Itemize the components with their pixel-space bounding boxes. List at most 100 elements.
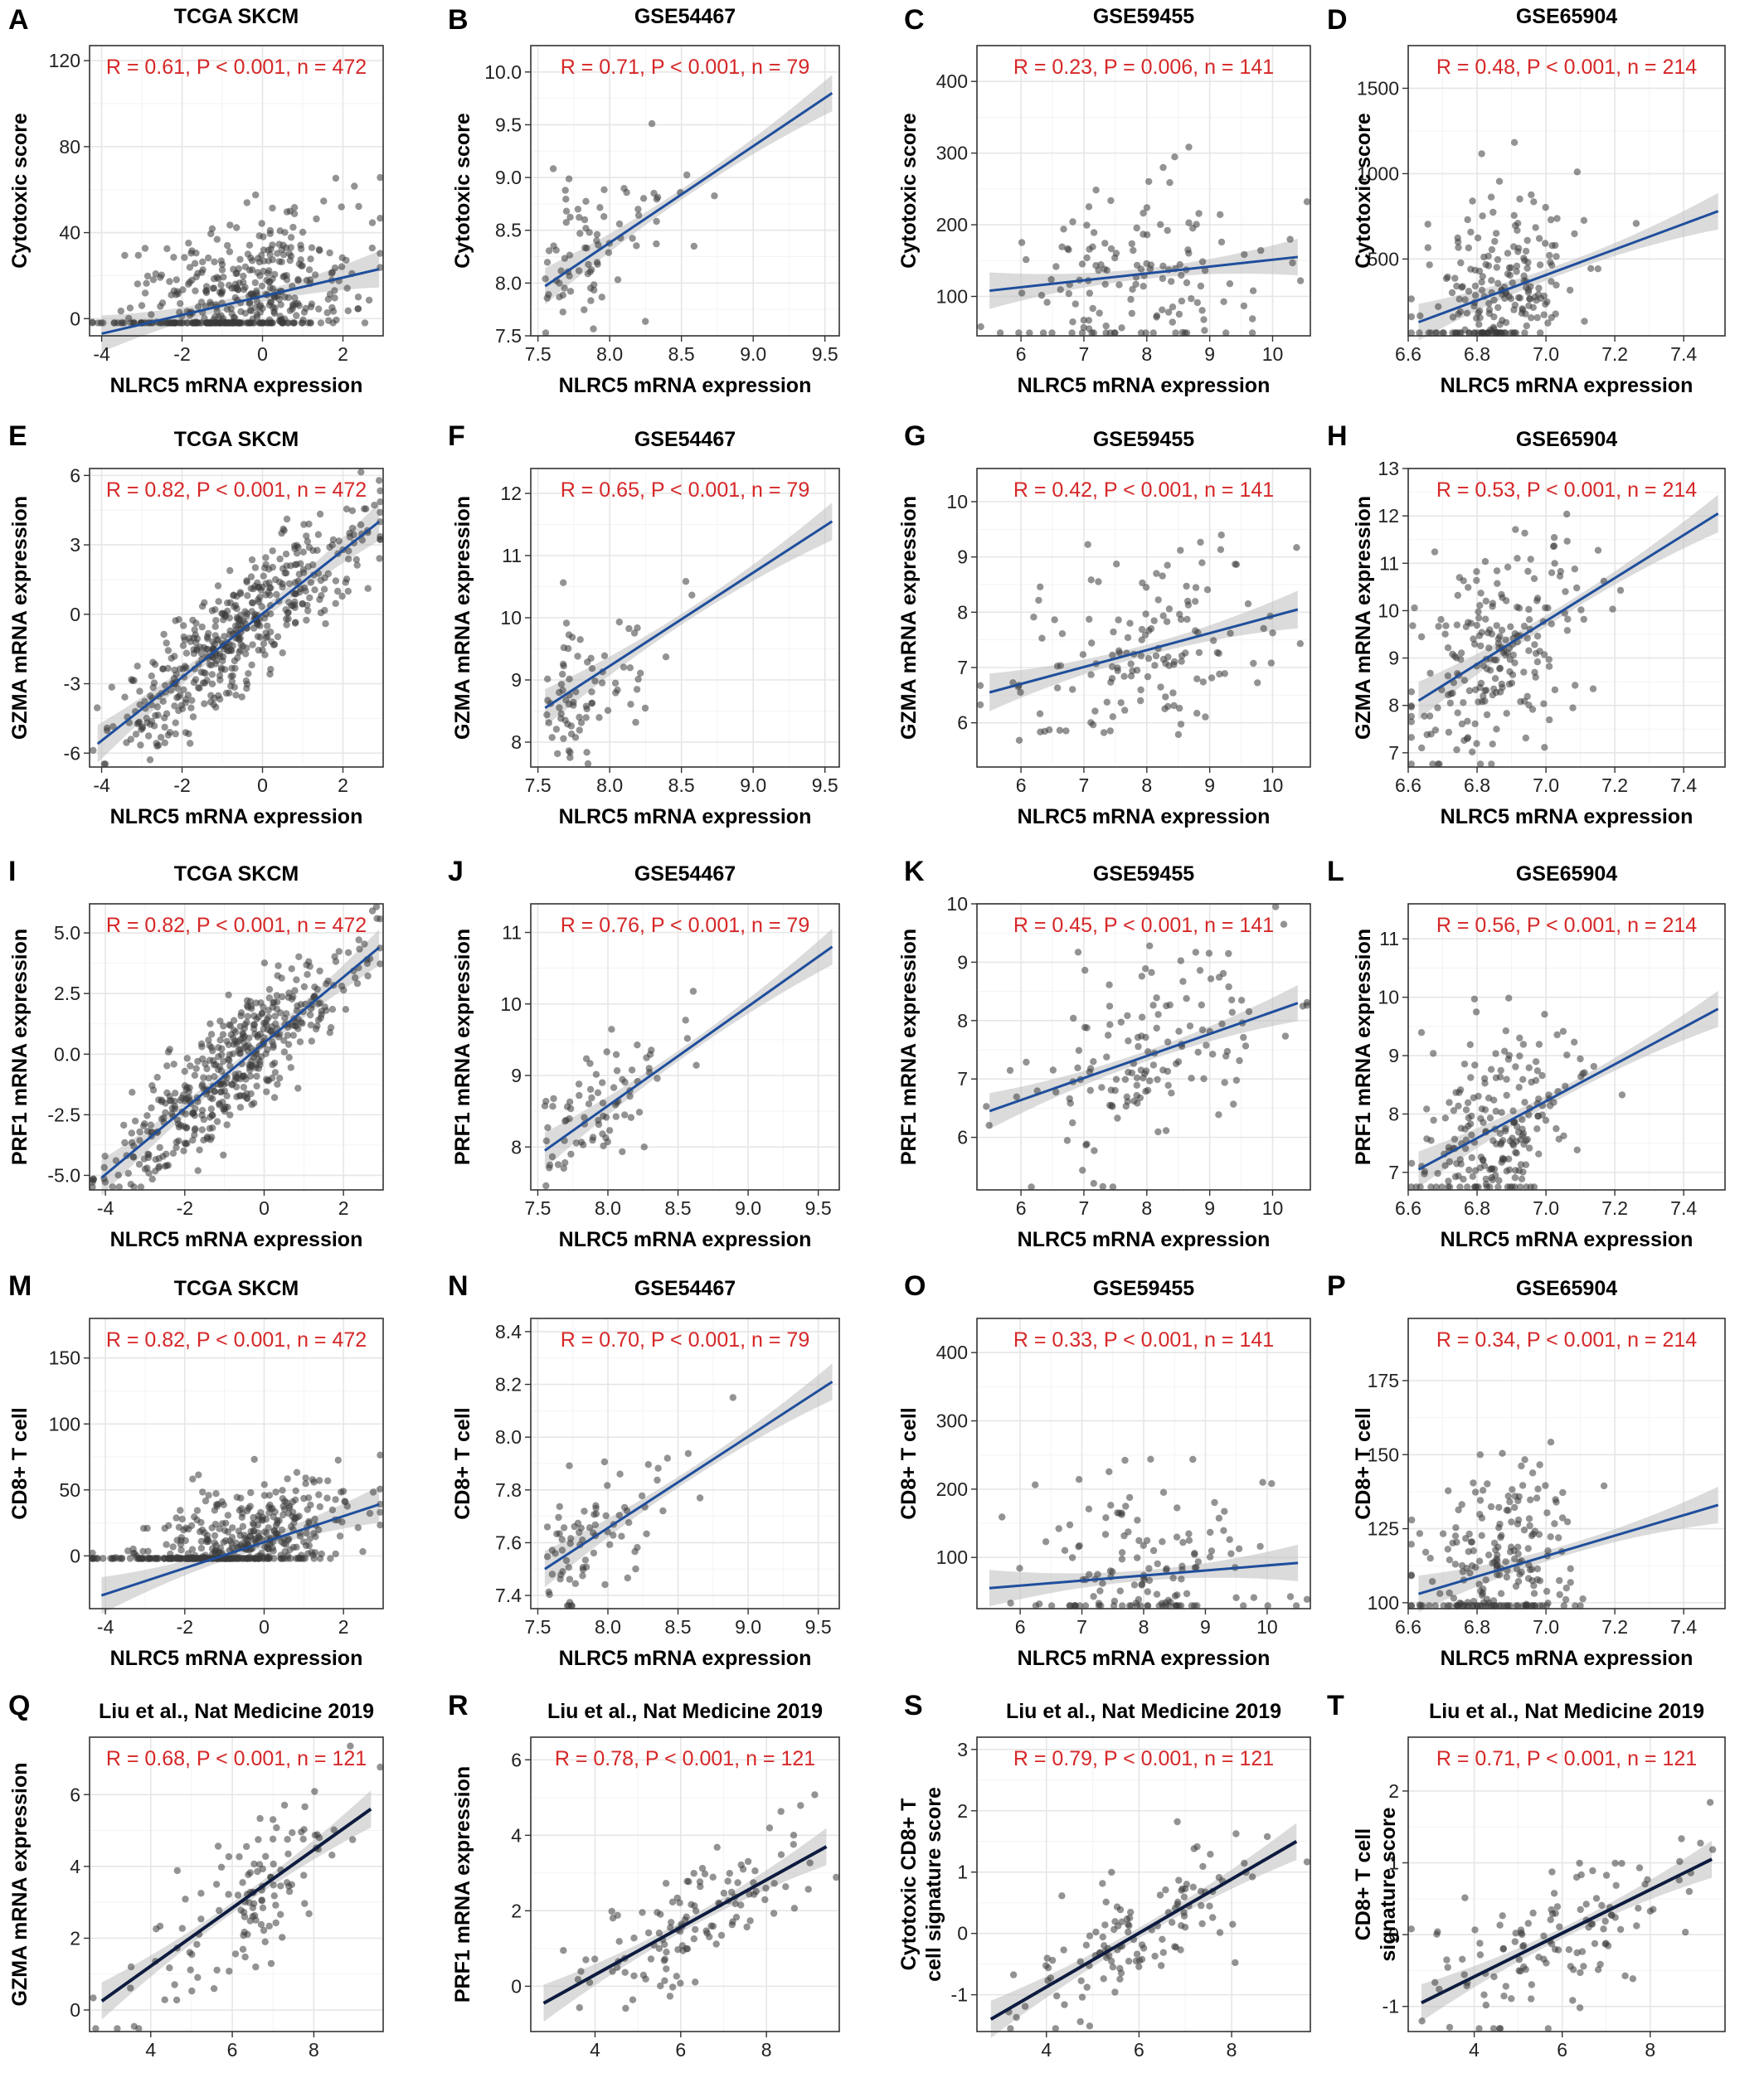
scatter-point [743,1923,751,1931]
scatter-point [209,638,216,646]
scatter-point [1454,1602,1462,1609]
scatter-point [294,277,302,284]
scatter-point [549,165,557,172]
scatter-point [1496,2025,1504,2032]
scatter-point [1194,1558,1203,1566]
scatter-point [1534,1485,1542,1493]
scatter-point [1476,1451,1485,1459]
scatter-point [1464,216,1471,224]
x-tick-label: 7.4 [1670,343,1697,365]
scatter-point [1543,1959,1550,1967]
scatter-point [92,2025,100,2032]
scatter-point [103,724,111,732]
scatter-point [1530,198,1538,206]
scatter-point [1124,634,1132,642]
scatter-point [1562,1584,1571,1592]
y-tick-label: 7.8 [495,1479,522,1501]
scatter-point [1195,210,1203,217]
scatter-point [303,961,310,969]
scatter-point [1434,704,1441,711]
scatter-point [1208,674,1216,682]
scatter-point [278,1526,286,1534]
scatter-point [253,287,260,294]
scatter-point [309,1476,317,1483]
scatter-point [180,633,187,641]
scatter-point [1475,267,1484,275]
scatter-point [1476,760,1485,768]
scatter-point [1616,586,1625,595]
scatter-point [1069,218,1076,226]
scatter-point [270,1860,277,1868]
scatter-point [229,1050,237,1058]
scatter-point [1172,329,1179,337]
scatter-point [1514,1578,1523,1585]
scatter-point [1460,677,1469,684]
scatter-point [1100,729,1108,736]
scatter-point [289,1829,296,1837]
scatter-point [183,1139,191,1148]
scatter-point [1459,1955,1466,1963]
panel-title: TCGA SKCM [174,428,299,451]
scatter-point [343,505,351,512]
scatter-point [236,1853,243,1861]
scatter-point [306,594,313,602]
scatter-point [1463,309,1471,317]
scatter-point [234,615,241,623]
scatter-point [1504,563,1512,571]
scatter-point [1126,619,1134,627]
scatter-point [1200,316,1208,323]
scatter-point [1210,637,1217,644]
x-axis-label: NLRC5 mRNA expression [110,1647,363,1670]
scatter-point [1480,662,1487,669]
scatter-point [590,1529,597,1537]
scatter-point [546,1161,554,1169]
scatter-point [170,254,177,261]
scatter-point [207,661,215,669]
scatter-point [1108,663,1116,671]
scatter-point [177,1507,184,1514]
scatter-point [1468,1131,1475,1139]
scatter-point [124,1547,132,1555]
scatter-point [1201,327,1208,334]
scatter-point [128,1138,136,1147]
scatter-point [544,1124,552,1132]
scatter-point [292,1487,299,1495]
scatter-point [340,986,347,994]
y-tick-label: 13 [1378,458,1399,479]
scatter-point [1418,744,1426,752]
scatter-point [300,308,309,316]
scatter-point [236,1022,244,1031]
scatter-point [1205,949,1213,957]
scatter-point [1117,699,1125,706]
scatter-point [1509,671,1517,678]
scatter-point [1641,1881,1649,1888]
scatter-point [1063,1137,1072,1144]
scatter-point [1500,1993,1508,2000]
scatter-point [1446,699,1455,706]
scatter-point [1058,243,1066,250]
scatter-point [1528,1981,1536,1988]
scatter-point [614,276,622,284]
x-tick-label: 9.0 [735,1616,761,1638]
scatter-point [1133,667,1141,674]
scatter-point [618,1532,625,1540]
scatter-point [308,300,316,308]
scatter-point [594,1089,602,1097]
scatter-point [1521,1456,1528,1464]
scatter-point [562,219,570,226]
scatter-point [1140,283,1147,290]
scatter-point [1451,1561,1460,1568]
scatter-point [751,1867,759,1875]
scatter-point [1533,1125,1541,1133]
scatter-point [248,661,255,669]
scatter-point [1215,1111,1222,1119]
scatter-point [1108,1868,1115,1876]
scatter-point [711,192,718,200]
panel-title: GSE65904 [1516,1277,1617,1300]
scatter-points [977,143,1311,337]
scatter-point [1115,281,1123,289]
scatter-point [1527,1496,1534,1504]
x-tick-label: 6 [1016,774,1027,796]
y-tick-label: 11 [502,922,522,944]
scatter-point [304,971,311,978]
